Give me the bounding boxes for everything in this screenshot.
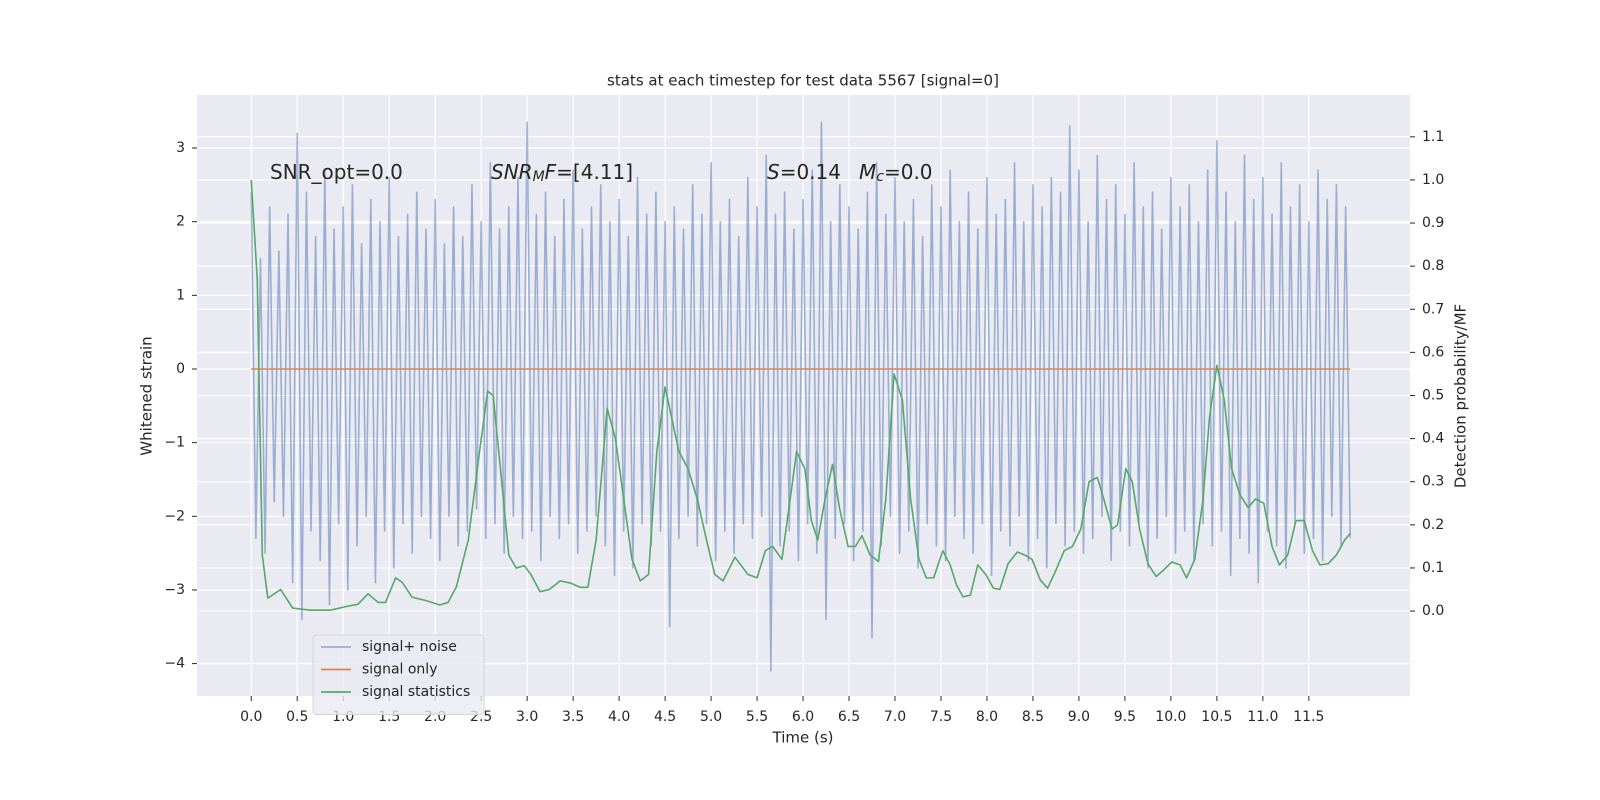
data-line	[250, 121, 1352, 672]
x-axis-label: Time (s)	[772, 729, 834, 747]
y-tick-label: −3	[164, 582, 185, 598]
annotation: Mc=0.0	[859, 160, 933, 186]
y2-tick-label: 0.1	[1422, 560, 1444, 576]
chart-title: stats at each timestep for test data 556…	[607, 72, 999, 90]
annotation-part: F	[545, 160, 557, 184]
x-tick-label: 9.0	[1068, 709, 1090, 725]
x-tick-label: 8.0	[976, 709, 998, 725]
y2-tick-label: 0.4	[1422, 431, 1444, 447]
y2-tick-label: 0.5	[1422, 388, 1444, 404]
x-tick-label: 0.0	[240, 709, 262, 725]
y2-axis-label: Detection probability/MF	[1452, 304, 1470, 488]
x-tick-label: 3.5	[562, 709, 584, 725]
x-tick-label: 10.0	[1155, 709, 1186, 725]
y-tick-label: 2	[176, 214, 185, 230]
y-tick-label: −2	[164, 508, 185, 524]
x-tick-label: 11.0	[1247, 709, 1278, 725]
annotation: S=0.14	[767, 160, 841, 184]
annotation: SNRMF=[4.11]	[491, 160, 633, 186]
x-tick-label: 0.5	[286, 709, 308, 725]
legend-box	[312, 634, 485, 715]
y-axis-label: Whitened strain	[138, 336, 156, 455]
x-tick-label: 7.5	[930, 709, 952, 725]
x-tick-label: 4.0	[608, 709, 630, 725]
annotation-part: =[4.11]	[556, 160, 633, 184]
x-tick-label: 4.5	[654, 709, 676, 725]
legend-label: signal+ noise	[362, 639, 457, 655]
y-tick-label: −1	[164, 435, 185, 451]
y-tick-label: 3	[176, 140, 185, 156]
x-tick-label: 10.5	[1201, 709, 1232, 725]
legend-label: signal statistics	[362, 684, 470, 700]
x-tick-label: 6.5	[838, 709, 860, 725]
y2-tick-label: 1.0	[1422, 172, 1444, 188]
x-tick-label: 6.0	[792, 709, 814, 725]
annotation-part: M	[859, 160, 876, 184]
x-tick-label: 11.5	[1293, 709, 1324, 725]
y2-tick-label: 0.2	[1422, 517, 1444, 533]
y2-tick-label: 0.0	[1422, 603, 1444, 619]
y-tick-label: 0	[176, 361, 185, 377]
legend-label: signal only	[362, 662, 437, 678]
y2-tick-label: 0.9	[1422, 215, 1444, 231]
y2-tick-label: 0.8	[1422, 258, 1444, 274]
x-tick-label: 5.0	[700, 709, 722, 725]
x-tick-label: 9.5	[1114, 709, 1136, 725]
x-tick-label: 8.5	[1022, 709, 1044, 725]
y2-tick-label: 0.7	[1422, 301, 1444, 317]
annotation-part: S	[767, 160, 780, 184]
annotation-part: =0.0	[884, 160, 933, 184]
y-tick-label: −4	[164, 656, 185, 672]
data-line	[250, 179, 1351, 611]
x-tick-label: 3.0	[516, 709, 538, 725]
annotation: SNR_opt=0.0	[270, 160, 403, 184]
y2-tick-label: 0.6	[1422, 344, 1444, 360]
x-tick-label: 5.5	[746, 709, 768, 725]
annotation-part: SNR_opt=0.0	[270, 160, 403, 184]
y-tick-label: 1	[176, 287, 185, 303]
y2-tick-label: 1.1	[1422, 129, 1444, 145]
annotation-part: M	[533, 169, 545, 185]
annotation-part: =0.14	[780, 160, 841, 184]
x-tick-label: 7.0	[884, 709, 906, 725]
annotation-part: SNR	[491, 160, 533, 184]
annotation-part: c	[876, 169, 884, 185]
y2-tick-label: 0.3	[1422, 474, 1444, 490]
